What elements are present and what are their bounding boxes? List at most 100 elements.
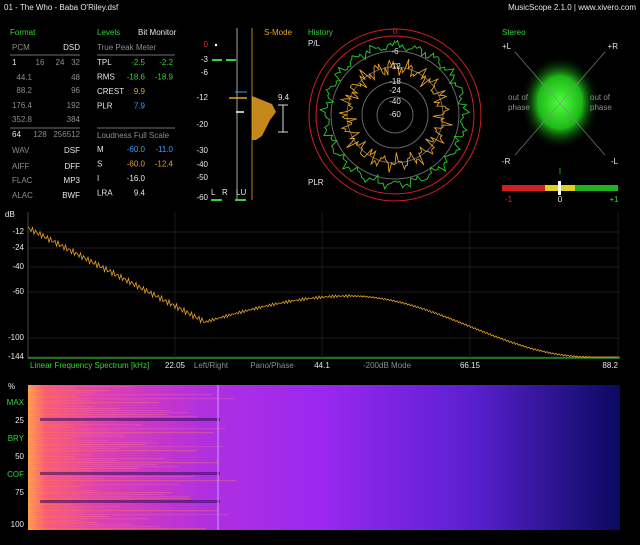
format-option: BWF (62, 191, 80, 200)
loudness-value: 9.4 (134, 189, 146, 198)
spectrogram-streak (28, 482, 69, 484)
spectrogram-scale: 25 (15, 416, 24, 425)
panel-title: History (308, 28, 333, 37)
loudness-value: -16.0 (127, 174, 146, 183)
ring-label: -60 (389, 110, 401, 119)
spectrogram-streak (28, 516, 110, 518)
spectrogram-streak (28, 414, 167, 416)
spectrogram-scale: COF (7, 470, 24, 479)
spectrogram-streak (28, 394, 212, 396)
frequency-label: 88.2 (602, 361, 618, 370)
level-value: 7.9 (134, 102, 146, 111)
spectrogram-streak (28, 486, 81, 488)
loudness-name: M (97, 145, 104, 154)
frequency-label: 44.1 (314, 361, 330, 370)
spectrogram-streak (28, 438, 72, 440)
db-scale: -100 (8, 333, 25, 342)
spectrogram-streak (28, 432, 215, 434)
loudness-value: -60.0 (127, 145, 146, 154)
spectrogram-streak (28, 456, 74, 458)
spectrogram-streak (40, 472, 220, 475)
spectrogram-streak (28, 504, 72, 506)
spectrogram-scale: MAX (7, 398, 25, 407)
stereo-corner: -L (611, 157, 619, 166)
history-trace (319, 39, 470, 190)
meter-scale: -40 (196, 160, 208, 169)
meter-scale: -20 (196, 120, 208, 129)
phase-label: out of (590, 93, 611, 102)
loudness-name: LRA (97, 189, 113, 198)
spectrogram-streak (28, 468, 138, 470)
spectrogram-streak (28, 522, 98, 524)
spectrogram-line (217, 385, 219, 530)
db-scale: -12 (12, 227, 24, 236)
panel-title: Bit Monitor (138, 28, 177, 37)
spectrogram-streak (28, 424, 142, 426)
stereo-corner: +L (502, 42, 512, 51)
spectrogram-streak (28, 508, 83, 510)
phase-label: out of (508, 93, 529, 102)
spectrogram-streak (28, 386, 134, 388)
spectrogram-streak (28, 412, 190, 414)
spectrogram-streak (28, 480, 237, 482)
spectrogram-streak (28, 422, 71, 424)
spectrogram-streak (28, 464, 159, 466)
file-name: 01 - The Who - Baba O'Riley.dsf (4, 3, 119, 12)
format-option: DSD (63, 43, 80, 52)
axis-unit: dB (5, 210, 15, 219)
stereo-corner: +R (608, 42, 619, 51)
spectrogram-streak (28, 430, 112, 432)
format-option: FLAC (12, 176, 33, 185)
loudness-name: S (97, 160, 102, 169)
meter-scale: -3 (201, 55, 209, 64)
app-name: MusicScope 2.1.0 | www.xivero.com (508, 3, 636, 12)
channel-label: LU (236, 188, 246, 197)
spectrogram-scale: 50 (15, 452, 24, 461)
db-scale: -24 (12, 243, 24, 252)
format-option: 192 (67, 101, 81, 110)
spectrogram-streak (28, 524, 134, 526)
spectrum-title: Linear Frequency Spectrum [kHz] (30, 361, 149, 370)
level-value: -2.2 (159, 58, 173, 67)
level-value: -18.9 (155, 73, 174, 82)
panel-title: Stereo (502, 28, 526, 37)
spectrogram-streak (28, 466, 179, 468)
spectrogram-streak (28, 388, 77, 390)
spectrogram-streak (28, 416, 198, 418)
spectrogram-streak (28, 526, 160, 528)
level-value: 9.9 (134, 87, 146, 96)
section-title: True Peak Meter (97, 43, 157, 52)
section-title: Loudness Full Scale (97, 131, 170, 140)
spectrogram-streak (40, 500, 220, 503)
format-option: 256 (53, 130, 67, 139)
format-option: DFF (64, 162, 80, 171)
spectrogram-streak (28, 506, 121, 508)
spectrogram-streak (28, 428, 226, 430)
stereo-corner: -R (502, 157, 511, 166)
loudness-value: -12.4 (155, 160, 174, 169)
level-name: RMS (97, 73, 115, 82)
db-scale: -40 (12, 262, 24, 271)
spectrogram-streak (28, 426, 73, 428)
ring-label: -40 (389, 97, 401, 106)
spectrogram-streak (28, 478, 105, 480)
spectrogram-streak (28, 488, 75, 490)
spectrogram-streak (28, 450, 198, 452)
spectrogram-streak (28, 408, 120, 410)
phase-label: phase (590, 103, 612, 112)
spectrogram-streak (28, 476, 195, 478)
spectrogram-streak (28, 520, 82, 522)
phase-label: phase (508, 103, 530, 112)
ring-label: -6 (391, 47, 399, 56)
spectrogram-scale: 100 (11, 520, 25, 529)
db-scale: -144 (8, 352, 25, 361)
spectrogram-streak (28, 444, 146, 446)
correlation-marker: I (559, 167, 561, 176)
spectrogram-streak (28, 400, 92, 402)
spectrogram-streak (28, 496, 190, 498)
db-scale: -60 (12, 287, 24, 296)
layout (10, 28, 620, 530)
spectrogram-streak (28, 436, 125, 438)
spectrogram-streak (28, 490, 98, 492)
history-trace (338, 58, 453, 173)
